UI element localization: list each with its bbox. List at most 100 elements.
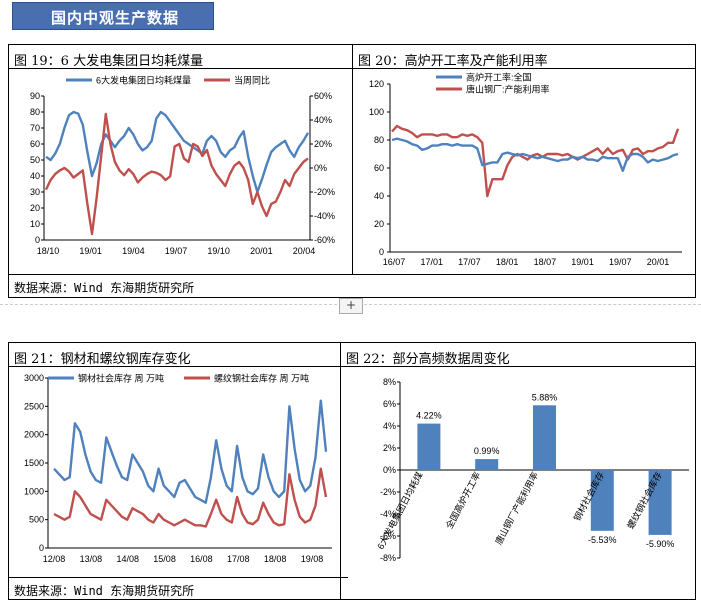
bar bbox=[417, 423, 441, 470]
left-tick-label: 90 bbox=[30, 91, 40, 101]
left-tick-label: 70 bbox=[30, 123, 40, 133]
y-tick-label: 80 bbox=[374, 135, 384, 145]
y-tick-label: 0 bbox=[379, 247, 384, 257]
legend-blast-furnace-label: 高炉开工率:全国 bbox=[466, 72, 532, 83]
y-tick-label: 0 bbox=[39, 543, 44, 553]
legend-steel-stock-label: 钢材社会库存 周 万吨 bbox=[78, 373, 164, 384]
left-tick-label: 80 bbox=[30, 107, 40, 117]
right-tick-label: 20% bbox=[314, 139, 332, 149]
bar bbox=[475, 459, 499, 470]
left-tick-label: 40 bbox=[30, 171, 40, 181]
y-tick-label: -8% bbox=[380, 553, 396, 563]
x-tick-label: 16/08 bbox=[190, 554, 213, 564]
x-tick-label: 15/08 bbox=[153, 554, 176, 564]
y-tick-label: 8% bbox=[383, 377, 396, 387]
left-tick-label: 20 bbox=[30, 203, 40, 213]
series-rebar-stock-line bbox=[53, 467, 328, 528]
x-tick-label: 14/08 bbox=[116, 554, 139, 564]
chart19: 90 80 70 60 50 40 30 20 10 0 60% 40% 20% 0% -20% -40% -6… bbox=[30, 75, 335, 257]
chart21-title: 图 21：钢材和螺纹钢库存变化 bbox=[14, 352, 191, 367]
x-tick-label: 18/01 bbox=[496, 257, 519, 267]
bar-value-label: 5.88% bbox=[532, 392, 558, 402]
legend-tangshan-label: 唐山钢厂:产能利用率 bbox=[466, 84, 550, 95]
bar bbox=[590, 470, 614, 531]
bottom-column-divider bbox=[340, 342, 341, 600]
series-blast-furnace-line bbox=[391, 137, 679, 173]
y-tick-label: -6% bbox=[380, 531, 396, 541]
x-tick-label: 20/01 bbox=[647, 257, 670, 267]
bar-value-label: 4.22% bbox=[416, 411, 442, 421]
y-tick-label: 20 bbox=[374, 219, 384, 229]
y-tick-label: 2000 bbox=[24, 430, 44, 440]
bar bbox=[648, 470, 672, 535]
y-tick-label: 2500 bbox=[24, 401, 44, 411]
left-tick-label: 0 bbox=[35, 235, 40, 245]
x-tick-label: 19/07 bbox=[165, 246, 188, 256]
y-tick-label: -4% bbox=[380, 509, 396, 519]
x-tick-label: 17/08 bbox=[227, 554, 250, 564]
chart22: 8%6%4%2%0%-2%-4%-6%-8%4.22%6大发电集团日均耗煤0.9… bbox=[375, 377, 689, 563]
top-source: 数据来源：Wind 东海期货研究所 bbox=[14, 281, 195, 295]
x-tick-label: 20/04 bbox=[293, 246, 316, 256]
bar bbox=[533, 405, 556, 470]
legend-yoy-label: 当周同比 bbox=[234, 75, 270, 86]
chart19-title: 图 19：6 大发电集团日均耗煤量 bbox=[14, 54, 204, 69]
chart21: 3000 2500 2000 1500 1000 500 012/08 13/08 14/08 1… bbox=[24, 373, 332, 564]
left-tick-label: 30 bbox=[30, 187, 40, 197]
y-tick-label: 2% bbox=[383, 443, 396, 453]
x-tick-label: 18/10 bbox=[37, 246, 60, 256]
right-tick-label: 40% bbox=[314, 115, 332, 125]
section-banner: 国内中观生产数据 bbox=[12, 2, 214, 30]
x-tick-label: 19/01 bbox=[571, 257, 594, 267]
y-tick-label: 100 bbox=[369, 107, 384, 117]
left-tick-label: 50 bbox=[30, 155, 40, 165]
y-tick-label: 1000 bbox=[24, 486, 44, 496]
right-tick-label: -20% bbox=[314, 187, 335, 197]
y-tick-label: 3000 bbox=[24, 373, 44, 383]
series-steel-stock-line bbox=[53, 399, 328, 504]
add-row-button[interactable]: + bbox=[339, 298, 363, 314]
x-tick-label: 19/10 bbox=[207, 246, 230, 256]
y-tick-label: 120 bbox=[369, 79, 384, 89]
y-tick-label: 60 bbox=[374, 163, 384, 173]
right-tick-label: -40% bbox=[314, 211, 335, 221]
x-tick-label: 17/01 bbox=[420, 257, 443, 267]
y-tick-label: 0% bbox=[383, 465, 396, 475]
bar-value-label: -5.53% bbox=[588, 535, 617, 545]
legend-rebar-stock-label: 螺纹钢社会库存 周 万吨 bbox=[214, 373, 309, 384]
banner-title: 国内中观生产数据 bbox=[51, 9, 180, 27]
chart22-title: 图 22：部分高频数据周变化 bbox=[346, 352, 510, 367]
x-tick-label: 13/08 bbox=[80, 554, 103, 564]
series-coal-line bbox=[45, 110, 310, 194]
category-label: 唐山钢厂产能利用率 bbox=[493, 470, 541, 547]
y-tick-label: 40 bbox=[374, 191, 384, 201]
x-tick-label: 18/08 bbox=[264, 554, 287, 564]
bottom-source-divider bbox=[8, 577, 348, 578]
category-label: 全国高炉开工率 bbox=[443, 470, 482, 531]
top-source-divider bbox=[8, 274, 696, 275]
bottom-title-divider bbox=[8, 366, 696, 367]
y-tick-label: 1500 bbox=[24, 458, 44, 468]
x-tick-label: 19/08 bbox=[301, 554, 324, 564]
right-tick-label: 0% bbox=[314, 163, 327, 173]
right-tick-label: -60% bbox=[314, 235, 335, 245]
x-tick-label: 18/07 bbox=[534, 257, 557, 267]
y-tick-label: 6% bbox=[383, 399, 396, 409]
y-tick-label: 500 bbox=[29, 515, 44, 525]
x-tick-label: 16/07 bbox=[383, 257, 406, 267]
bottom-chart-panel bbox=[8, 342, 696, 600]
x-tick-label: 19/01 bbox=[79, 246, 102, 256]
chart20: 120 100 80 60 40 20 016/07 17/01 17/07 18/01 18/07… bbox=[369, 72, 682, 267]
x-tick-label: 19/04 bbox=[122, 246, 145, 256]
legend-coal-label: 6大发电集团日均耗煤量 bbox=[96, 75, 191, 86]
right-tick-label: 60% bbox=[314, 91, 332, 101]
x-tick-label: 12/08 bbox=[43, 554, 66, 564]
chart20-title: 图 20：高炉开工率及产能利用率 bbox=[358, 54, 548, 69]
x-tick-label: 20/01 bbox=[250, 246, 273, 256]
y-tick-label: -2% bbox=[380, 487, 396, 497]
series-yoy-line bbox=[44, 112, 309, 236]
bottom-source: 数据来源：Wind 东海期货研究所 bbox=[14, 584, 195, 598]
y-tick-label: 4% bbox=[383, 421, 396, 431]
bar-value-label: -5.90% bbox=[646, 539, 675, 549]
left-tick-label: 60 bbox=[30, 139, 40, 149]
